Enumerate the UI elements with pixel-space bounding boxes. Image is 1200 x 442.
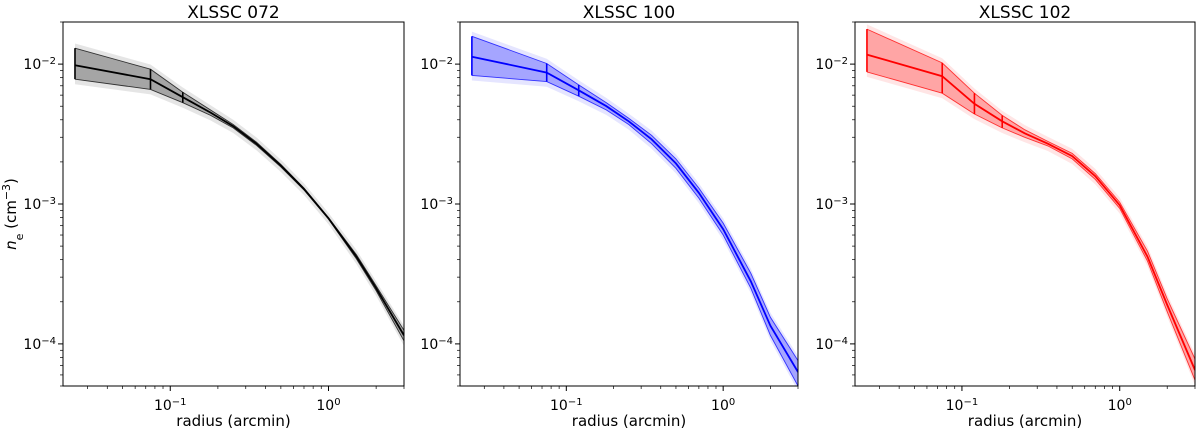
plot-area bbox=[866, 24, 1195, 386]
y-tick-label-base: 10 bbox=[815, 197, 833, 213]
x-axis-label: radius (arcmin) bbox=[176, 412, 290, 430]
sample-band-outer bbox=[471, 31, 798, 386]
y-tick-label-base: 10 bbox=[815, 337, 833, 353]
upper-envelope-line bbox=[866, 28, 1195, 360]
y-tick-label: 10−4 bbox=[23, 335, 56, 353]
x-tick-label-exponent: 0 bbox=[729, 397, 735, 408]
x-tick-label-base: 10 bbox=[154, 398, 172, 414]
y-axis-label: ne (cm−3) bbox=[0, 178, 26, 250]
y-tick-label-base: 10 bbox=[23, 57, 41, 73]
x-axis-label: radius (arcmin) bbox=[572, 412, 686, 430]
x-axis-label: radius (arcmin) bbox=[968, 412, 1082, 430]
y-tick-label-base: 10 bbox=[420, 337, 438, 353]
uncertainty-band bbox=[866, 29, 1195, 381]
x-tick-label-exponent: 0 bbox=[334, 397, 340, 408]
x-tick-label-exponent: −1 bbox=[568, 397, 583, 408]
y-tick-label-exponent: −3 bbox=[833, 196, 848, 207]
y-axis-label-unit-open: (cm bbox=[2, 200, 20, 233]
y-tick-label-exponent: −2 bbox=[438, 56, 453, 67]
y-axis-label-unit-exponent: −3 bbox=[0, 184, 13, 200]
x-tick-label-base: 10 bbox=[946, 398, 964, 414]
y-tick-label: 10−2 bbox=[815, 56, 848, 74]
x-tick-label-base: 10 bbox=[711, 398, 729, 414]
y-tick-label-exponent: −2 bbox=[41, 56, 56, 67]
y-tick-label-exponent: −4 bbox=[833, 335, 848, 346]
y-tick-label-exponent: −2 bbox=[833, 56, 848, 67]
y-tick-label-base: 10 bbox=[420, 57, 438, 73]
sample-band-outer bbox=[866, 24, 1195, 386]
x-tick-label-base: 10 bbox=[1108, 398, 1126, 414]
y-tick-label-base: 10 bbox=[815, 57, 833, 73]
y-tick-label: 10−2 bbox=[420, 56, 453, 74]
y-tick-label-exponent: −3 bbox=[438, 196, 453, 207]
x-tick-label: 10−1 bbox=[154, 397, 187, 415]
lower-envelope-line bbox=[866, 71, 1195, 381]
y-tick-label-exponent: −4 bbox=[438, 335, 453, 346]
y-tick-label-exponent: −3 bbox=[41, 196, 56, 207]
y-tick-label-base: 10 bbox=[420, 197, 438, 213]
y-tick-label: 10−3 bbox=[23, 196, 56, 214]
plot-area bbox=[74, 43, 404, 346]
chart-title: XLSSC 102 bbox=[979, 3, 1071, 23]
y-tick-label: 10−2 bbox=[23, 56, 56, 74]
profile-line bbox=[74, 64, 404, 336]
x-tick-label-exponent: 0 bbox=[1125, 397, 1131, 408]
y-axis-label-symbol: n bbox=[2, 240, 20, 250]
uncertainty-band bbox=[471, 36, 798, 386]
x-tick-label-exponent: −1 bbox=[172, 397, 187, 408]
x-tick-label-base: 10 bbox=[316, 398, 334, 414]
x-tick-label: 100 bbox=[1108, 397, 1132, 415]
chart-title: XLSSC 100 bbox=[583, 3, 675, 23]
y-tick-label: 10−3 bbox=[420, 196, 453, 214]
x-tick-label-exponent: −1 bbox=[963, 397, 978, 408]
x-tick-label: 100 bbox=[316, 397, 340, 415]
x-tick-label: 100 bbox=[711, 397, 735, 415]
upper-envelope-line bbox=[74, 47, 404, 331]
y-tick-label: 10−4 bbox=[420, 335, 453, 353]
y-axis-label-subscript: e bbox=[13, 233, 26, 240]
uncertainty-band bbox=[75, 48, 404, 341]
y-tick-label: 10−3 bbox=[815, 196, 848, 214]
x-tick-label: 10−1 bbox=[946, 397, 979, 415]
sample-band-outer bbox=[75, 43, 404, 346]
plot-area bbox=[471, 31, 798, 386]
y-tick-label-exponent: −4 bbox=[41, 335, 56, 346]
profile-line bbox=[471, 55, 798, 373]
lower-envelope-line bbox=[471, 74, 798, 386]
profile-line bbox=[866, 53, 1195, 371]
upper-envelope-line bbox=[471, 35, 798, 361]
x-tick-label-base: 10 bbox=[550, 398, 568, 414]
y-axis-label-unit-close: ) bbox=[2, 178, 20, 184]
y-tick-label-base: 10 bbox=[23, 197, 41, 213]
y-tick-label: 10−4 bbox=[815, 335, 848, 353]
lower-envelope-line bbox=[74, 78, 404, 342]
x-tick-label: 10−1 bbox=[550, 397, 583, 415]
y-tick-label-base: 10 bbox=[23, 337, 41, 353]
chart-title: XLSSC 072 bbox=[187, 3, 279, 23]
